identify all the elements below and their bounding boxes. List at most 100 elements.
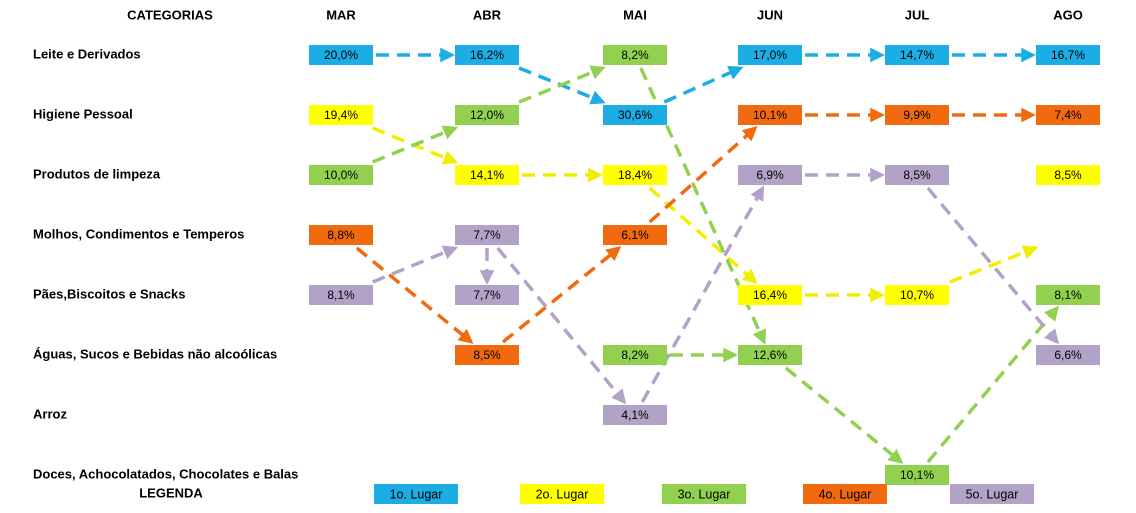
value-cell: 12,6% (738, 345, 802, 365)
value-cell-box (309, 45, 373, 65)
legend-label: 5o. Lugar (966, 487, 1019, 501)
legend-item: 2o. Lugar (520, 484, 604, 504)
value-label: 8,5% (903, 168, 931, 182)
value-cell-box (738, 285, 802, 305)
value-cell: 8,1% (1036, 285, 1100, 305)
category-label: Higiene Pessoal (33, 106, 133, 121)
value-cell-box (885, 165, 949, 185)
value-label: 7,7% (473, 228, 501, 242)
category-label: Pães,Biscoitos e Snacks (33, 286, 185, 301)
arrows-layer (355, 47, 1059, 464)
value-cell: 7,7% (455, 225, 519, 245)
value-cell: 14,7% (885, 45, 949, 65)
value-cell-box (1036, 165, 1100, 185)
value-cell: 8,8% (309, 225, 373, 245)
value-cell-box (1036, 105, 1100, 125)
value-cell-box (455, 285, 519, 305)
month-header: JUL (905, 7, 930, 22)
rank-arrow (371, 125, 459, 164)
value-label: 7,4% (1054, 108, 1082, 122)
value-label: 8,2% (621, 48, 649, 62)
value-cell: 30,6% (603, 105, 667, 125)
category-label: Águas, Sucos e Bebidas não alcoólicas (33, 346, 277, 361)
value-cell-box (738, 345, 802, 365)
value-cell-box (1036, 45, 1100, 65)
legend-label: 3o. Lugar (678, 487, 731, 501)
value-cell: 20,0% (309, 45, 373, 65)
value-cell-box (603, 45, 667, 65)
value-cell-box (885, 285, 949, 305)
value-cell-box (603, 225, 667, 245)
value-cell-box (455, 225, 519, 245)
legend-swatch (662, 484, 746, 504)
value-label: 8,1% (1054, 288, 1082, 302)
legend-item: 4o. Lugar (803, 484, 887, 504)
value-cell: 4,1% (603, 405, 667, 425)
rank-arrow (949, 245, 1039, 284)
legend-layer: LEGENDA 1o. Lugar 2o. Lugar 3o. Lugar 4o. Lu… (139, 484, 1034, 504)
legend-swatch (374, 484, 458, 504)
value-cell-box (1036, 345, 1100, 365)
value-cell: 8,2% (603, 345, 667, 365)
category-label: Doces, Achocolatados, Chocolates e Balas (33, 466, 298, 481)
value-cell-box (309, 285, 373, 305)
value-label: 16,2% (470, 48, 504, 62)
value-cell: 7,7% (455, 285, 519, 305)
value-label: 17,0% (753, 48, 787, 62)
value-label: 9,9% (903, 108, 931, 122)
value-cell: 14,1% (455, 165, 519, 185)
value-label: 16,7% (1051, 48, 1085, 62)
value-cell: 8,5% (885, 165, 949, 185)
value-cell: 10,0% (309, 165, 373, 185)
value-label: 6,9% (756, 168, 784, 182)
legend-label: 4o. Lugar (819, 487, 872, 501)
legend-swatch (950, 484, 1034, 504)
value-cell: 10,7% (885, 285, 949, 305)
value-cell: 7,4% (1036, 105, 1100, 125)
rank-arrow (784, 366, 904, 464)
legend-swatch (520, 484, 604, 504)
value-label: 14,1% (470, 168, 504, 182)
value-label: 4,1% (621, 408, 649, 422)
value-cell: 6,9% (738, 165, 802, 185)
value-label: 8,5% (473, 348, 501, 362)
rank-arrow (496, 246, 627, 405)
rank-arrow (501, 246, 622, 344)
value-cell: 8,5% (455, 345, 519, 365)
value-label: 8,5% (1054, 168, 1082, 182)
value-label: 8,8% (327, 228, 355, 242)
value-cell: 8,5% (1036, 165, 1100, 185)
value-cell: 16,7% (1036, 45, 1100, 65)
legend-item: 1o. Lugar (374, 484, 458, 504)
value-label: 19,4% (324, 108, 358, 122)
value-cell-box (309, 105, 373, 125)
value-cell-box (738, 45, 802, 65)
legend-label: 2o. Lugar (536, 487, 589, 501)
value-label: 8,2% (621, 348, 649, 362)
value-cell-box (885, 465, 949, 485)
value-cell: 12,0% (455, 105, 519, 125)
value-cell-box (603, 405, 667, 425)
month-header: JUN (757, 7, 783, 22)
value-cell: 16,4% (738, 285, 802, 305)
value-cell-box (738, 105, 802, 125)
value-label: 10,1% (900, 468, 934, 482)
rank-arrow (371, 245, 459, 284)
value-label: 16,4% (753, 288, 787, 302)
legend-title: LEGENDA (139, 485, 203, 500)
month-header: ABR (473, 7, 502, 22)
value-label: 14,7% (900, 48, 934, 62)
rank-arrow (648, 186, 758, 284)
rank-arrow (926, 186, 1059, 345)
value-label: 10,1% (753, 108, 787, 122)
rank-arrow (926, 305, 1059, 464)
value-label: 6,6% (1054, 348, 1082, 362)
category-label: Arroz (33, 406, 67, 421)
month-header: MAR (326, 7, 356, 22)
value-cell-box (738, 165, 802, 185)
category-label: Produtos de limpeza (33, 166, 161, 181)
value-label: 10,0% (324, 168, 358, 182)
category-label: Molhos, Condimentos e Temperos (33, 226, 244, 241)
value-cell-box (603, 165, 667, 185)
value-cell: 16,2% (455, 45, 519, 65)
